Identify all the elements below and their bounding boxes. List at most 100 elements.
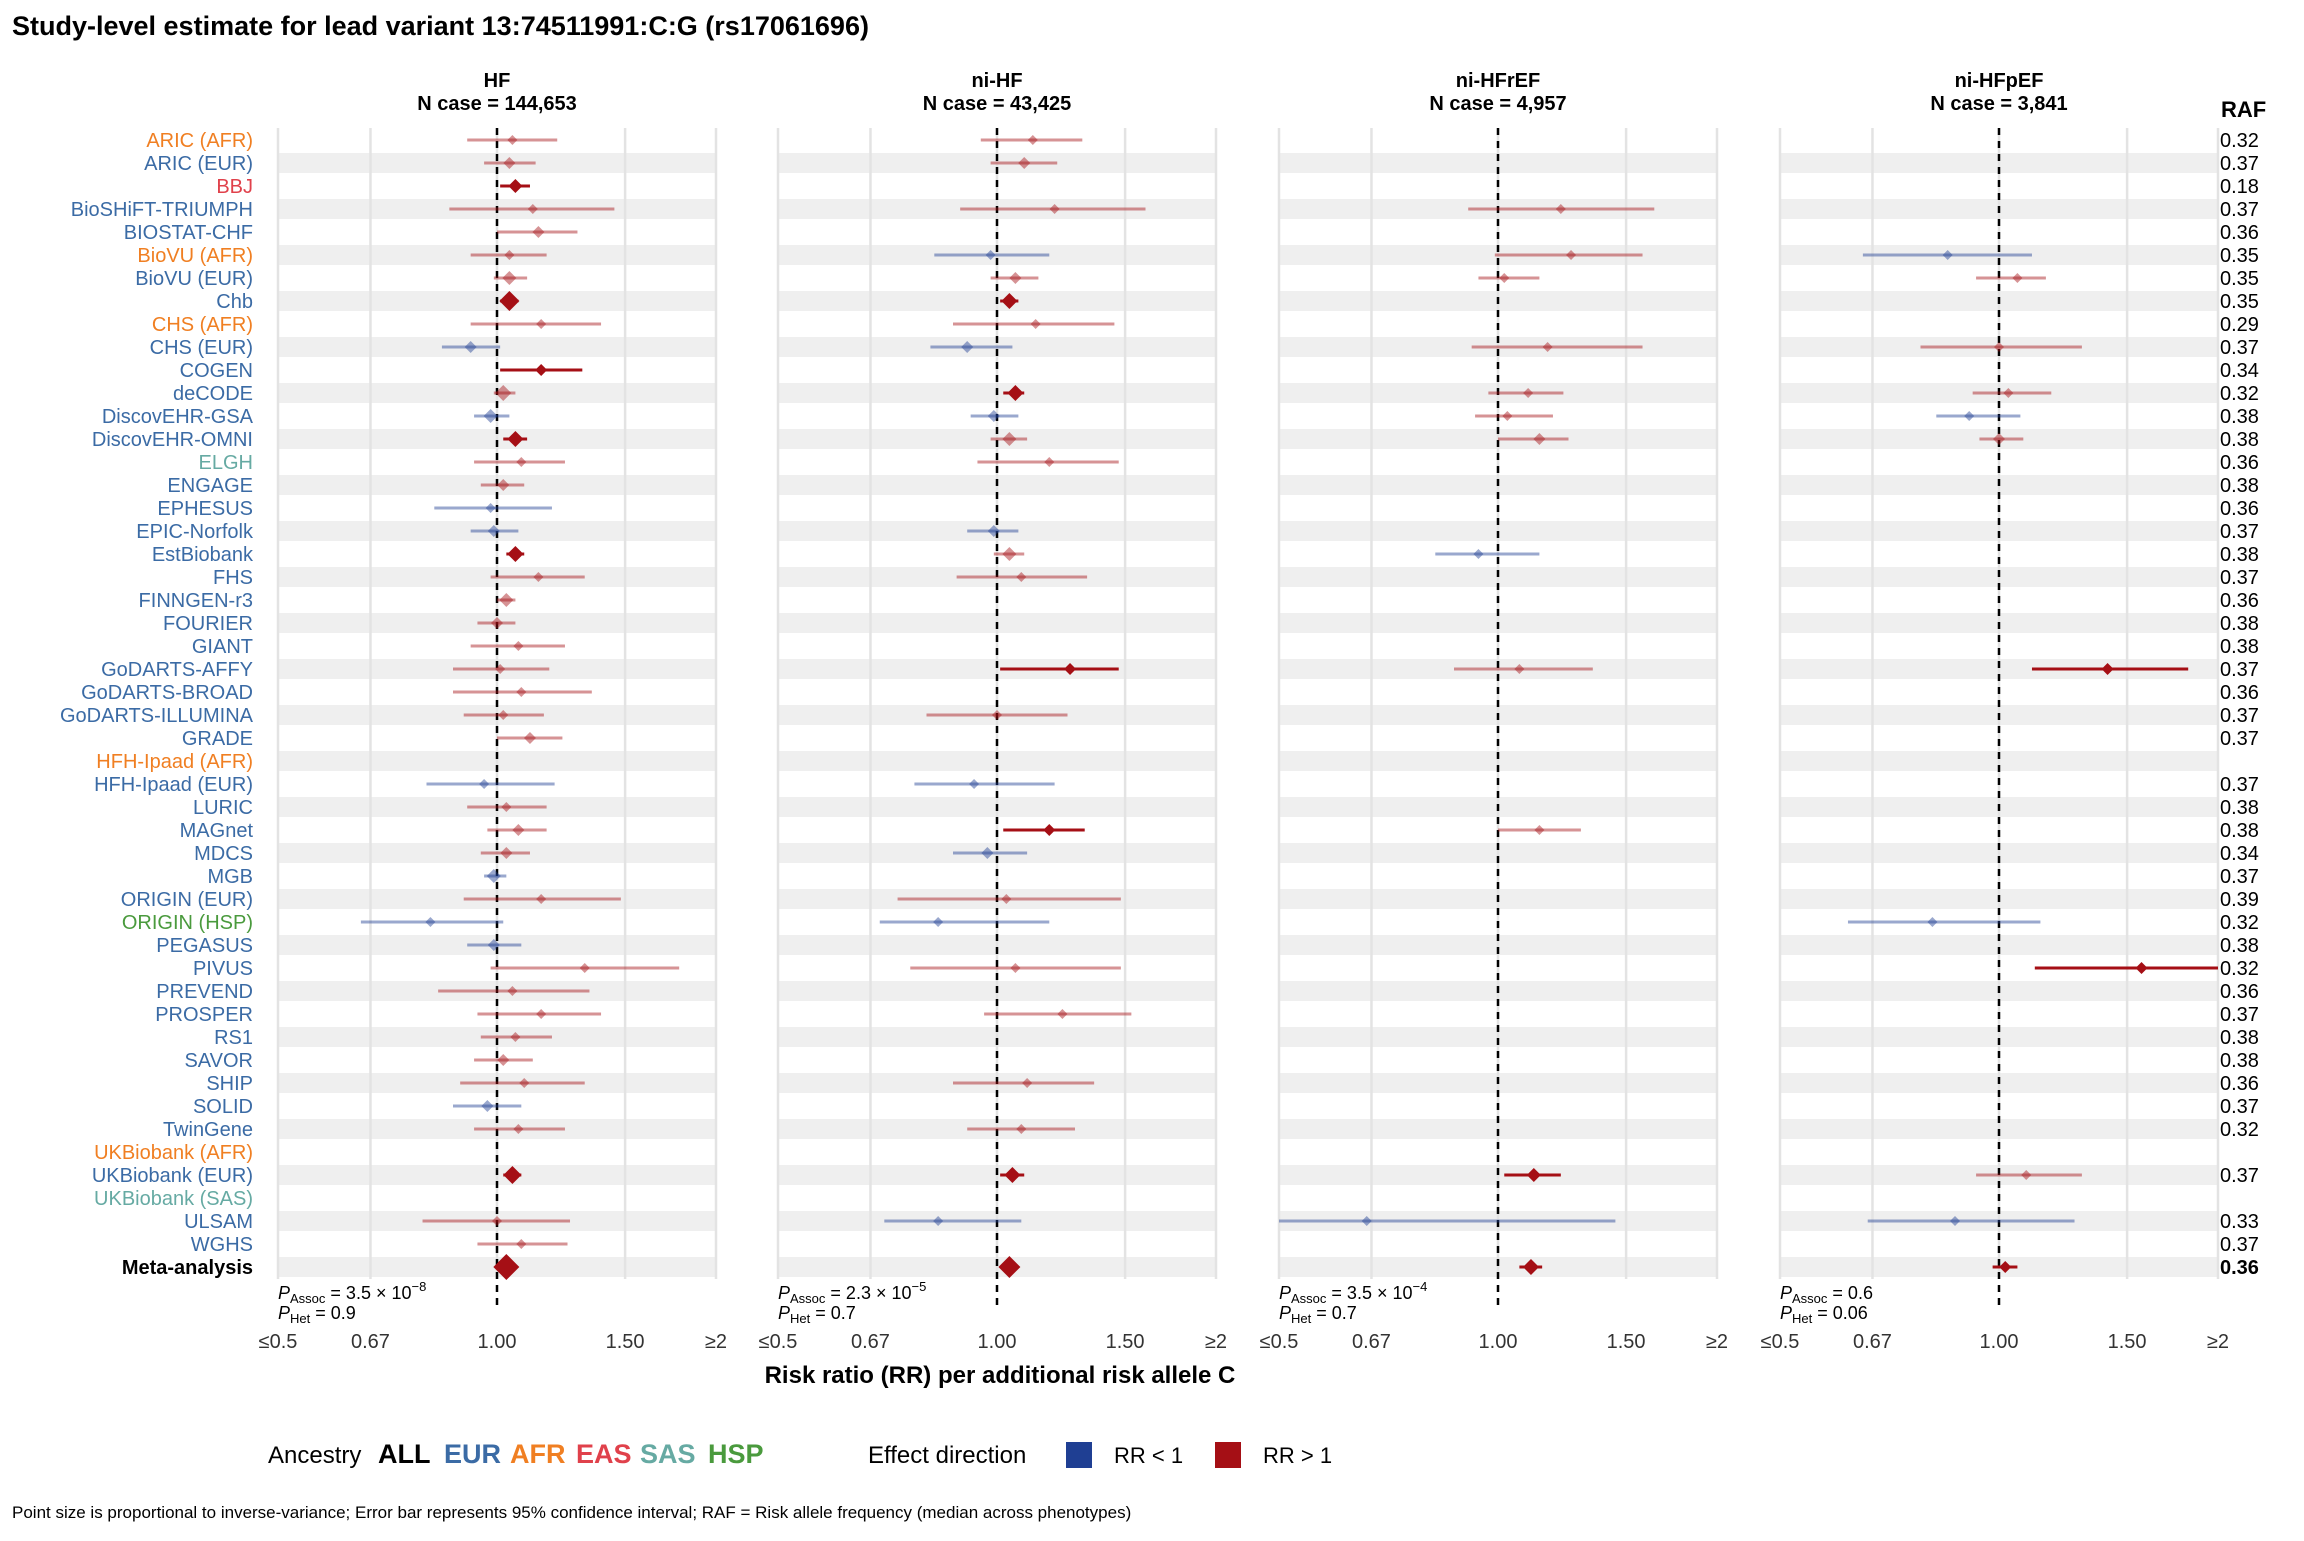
tick-label: 0.67 [351, 1331, 390, 1353]
raf-value: 0.32 [2220, 130, 2259, 152]
estimate-point [985, 250, 996, 260]
estimate-point [1502, 411, 1513, 421]
raf-value: 0.36 [2220, 222, 2259, 244]
estimate-point [1522, 1259, 1539, 1275]
estimate-point [501, 802, 512, 812]
estimate-point [507, 135, 518, 145]
raf-value: 0.18 [2220, 176, 2259, 198]
legend-swatch [1066, 1442, 1092, 1468]
panel-ncase: N case = 3,841 [1930, 93, 2067, 115]
raf-value: 0.37 [2220, 1165, 2259, 1187]
study-label: UKBiobank (AFR) [94, 1142, 253, 1164]
study-label: PREVEND [156, 981, 253, 1003]
raf-value: 0.38 [2220, 1027, 2259, 1049]
tick-label: ≤0.5 [259, 1331, 298, 1353]
raf-value: 0.36 [2220, 452, 2259, 474]
legend-swatch [1215, 1442, 1241, 1468]
estimate-point [516, 1239, 527, 1249]
study-label: ARIC (AFR) [146, 130, 253, 152]
estimate-point [2003, 388, 2014, 398]
estimate-point [504, 250, 515, 260]
legend-effect-item: RR > 1 [1263, 1443, 1332, 1468]
estimate-point [499, 291, 520, 311]
study-label: LURIC [193, 797, 253, 819]
legend-ancestry-item: HSP [708, 1439, 764, 1469]
p-assoc: PAssoc = 2.3 × 10−5 [778, 1279, 926, 1306]
study-label: GIANT [192, 636, 253, 658]
raf-value: 0.35 [2220, 268, 2259, 290]
study-label: Meta-analysis [122, 1257, 253, 1279]
study-label: PIVUS [193, 958, 253, 980]
raf-value: 0.37 [2220, 728, 2259, 750]
footnote: Point size is proportional to inverse-va… [12, 1503, 1131, 1522]
estimate-point [1018, 157, 1031, 169]
study-label: BIOSTAT-CHF [124, 222, 253, 244]
estimate-point [507, 546, 524, 562]
study-label: Chb [216, 291, 253, 313]
estimate-point [535, 364, 548, 376]
study-label: UKBiobank (EUR) [92, 1165, 253, 1187]
p-assoc: PAssoc = 0.6 [1780, 1283, 1873, 1306]
estimate-point [516, 687, 527, 697]
study-label: HFH-Ipaad (EUR) [94, 774, 253, 796]
estimate-point [1950, 1216, 1961, 1226]
estimate-point [1534, 825, 1545, 835]
study-label: BioVU (EUR) [135, 268, 253, 290]
estimate-point [933, 917, 944, 927]
estimate-point [1927, 917, 1938, 927]
raf-value: 0.36 [2220, 981, 2259, 1003]
panel-ncase: N case = 4,957 [1429, 93, 1566, 115]
raf-value: 0.37 [2220, 774, 2259, 796]
tick-label: 1.00 [978, 1331, 1017, 1353]
p-het: PHet = 0.06 [1780, 1303, 1868, 1326]
tick-label: 0.67 [1853, 1331, 1892, 1353]
legend-ancestry-item: SAS [640, 1439, 696, 1469]
estimate-point [1999, 1261, 2012, 1273]
raf-value: 0.38 [2220, 636, 2259, 658]
estimate-point [969, 779, 980, 789]
study-label: GoDARTS-AFFY [101, 659, 253, 681]
study-label: MGB [207, 866, 253, 888]
raf-value: 0.32 [2220, 912, 2259, 934]
estimate-point [502, 271, 517, 285]
tick-label: 1.50 [2108, 1331, 2147, 1353]
estimate-point [492, 1216, 502, 1226]
estimate-point [1027, 135, 1038, 145]
study-label: deCODE [173, 383, 253, 405]
tick-label: 1.00 [1479, 1331, 1518, 1353]
study-label: FHS [213, 567, 253, 589]
p-assoc: PAssoc = 3.5 × 10−8 [278, 1279, 426, 1306]
raf-value: 0.36 [2220, 1257, 2259, 1279]
estimate-point [1473, 549, 1484, 559]
estimate-point [493, 1254, 520, 1280]
raf-value: 0.37 [2220, 866, 2259, 888]
raf-value: 0.32 [2220, 383, 2259, 405]
study-label: SAVOR [184, 1050, 253, 1072]
tick-label: 1.50 [606, 1331, 645, 1353]
study-label: MAGnet [180, 820, 254, 842]
estimate-point [961, 341, 974, 353]
study-label: DiscovEHR-OMNI [92, 429, 253, 451]
raf-value: 0.37 [2220, 199, 2259, 221]
estimate-point [481, 1100, 494, 1112]
p-assoc: PAssoc = 3.5 × 10−4 [1279, 1279, 1427, 1306]
panel-ncase: N case = 43,425 [923, 93, 1071, 115]
raf-value: 0.37 [2220, 567, 2259, 589]
estimate-point [1993, 433, 2005, 445]
study-label: PROSPER [155, 1004, 253, 1026]
panel-title: ni-HFpEF [1955, 70, 2044, 92]
estimate-point [1523, 388, 1534, 398]
raf-value: 0.37 [2220, 337, 2259, 359]
study-label: TwinGene [163, 1119, 253, 1141]
estimate-point [981, 847, 994, 859]
estimate-point [998, 1256, 1021, 1278]
estimate-point [536, 1009, 547, 1019]
estimate-point [508, 179, 523, 193]
tick-label: ≤0.5 [759, 1331, 798, 1353]
panel-ncase: N case = 144,653 [417, 93, 577, 115]
estimate-point [1010, 963, 1021, 973]
estimate-point [533, 572, 544, 582]
study-label: GRADE [182, 728, 253, 750]
